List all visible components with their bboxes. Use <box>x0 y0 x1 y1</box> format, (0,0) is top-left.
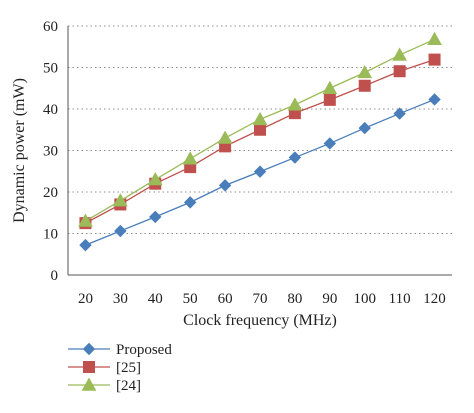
data-point <box>358 79 371 92</box>
y-tick-labels: 0 10 20 30 40 50 60 <box>43 19 58 284</box>
data-point <box>79 238 92 252</box>
data-point <box>149 210 162 224</box>
data-point <box>393 65 406 78</box>
x-tick-label: 50 <box>183 291 198 307</box>
legend-marker <box>81 377 97 391</box>
data-point <box>218 179 232 192</box>
x-tick-label: 30 <box>113 291 128 307</box>
data-point <box>252 111 268 126</box>
y-tick-label: 50 <box>43 61 58 77</box>
series-0 <box>79 93 441 252</box>
legend-item: [24] <box>68 377 141 394</box>
data-point <box>254 123 266 136</box>
data-point <box>182 151 198 165</box>
data-point <box>114 224 127 238</box>
legend-marker <box>83 361 95 373</box>
data-point <box>147 172 163 186</box>
data-point <box>323 137 337 150</box>
x-tick-label: 110 <box>389 291 411 307</box>
y-axis-label: Dynamic power (mW) <box>11 78 28 223</box>
y-tick-label: 20 <box>43 185 58 201</box>
x-tick-label: 20 <box>78 291 93 307</box>
gridlines <box>68 25 452 234</box>
x-axis-label: Clock frequency (MHz) <box>183 312 337 329</box>
y-tick-label: 40 <box>43 102 58 118</box>
legend: Proposed [25] [24] <box>68 342 172 394</box>
x-tick-label: 40 <box>148 291 163 307</box>
y-tick-label: 10 <box>43 227 58 243</box>
x-tick-label: 90 <box>322 291 337 307</box>
axes <box>67 26 452 276</box>
data-point <box>357 64 373 79</box>
data-point <box>393 107 406 120</box>
data-point <box>323 93 336 106</box>
legend-label: [25] <box>116 360 141 376</box>
x-tick-label: 70 <box>253 291 268 307</box>
x-tick-label: 120 <box>423 291 446 307</box>
data-point <box>253 165 267 178</box>
x-tick-label: 60 <box>218 291 233 307</box>
legend-marker <box>82 342 96 356</box>
data-point <box>427 31 442 45</box>
y-tick-label: 30 <box>43 144 58 160</box>
series-2 <box>78 31 442 227</box>
series-1 <box>79 53 441 230</box>
data-point <box>288 151 302 164</box>
data-point <box>358 121 371 135</box>
legend-label: [24] <box>116 378 141 394</box>
y-tick-label: 60 <box>43 19 58 35</box>
data-point <box>183 196 197 209</box>
data-point <box>392 47 407 61</box>
data-point <box>428 93 441 106</box>
series-group <box>78 31 442 252</box>
x-tick-labels: 20 30 40 50 60 70 80 90 100 110 120 <box>78 291 446 307</box>
data-point <box>322 80 338 94</box>
data-point <box>428 53 441 66</box>
legend-item: [25] <box>68 360 141 376</box>
legend-label: Proposed <box>116 342 172 358</box>
x-tick-label: 80 <box>287 291 302 307</box>
data-point <box>287 97 303 111</box>
y-tick-label: 0 <box>51 268 59 284</box>
series-line <box>85 58 435 224</box>
legend-item: Proposed <box>68 342 172 358</box>
data-point <box>113 193 128 207</box>
data-point <box>217 130 233 144</box>
x-tick-label: 100 <box>353 291 376 307</box>
data-point <box>78 213 93 227</box>
